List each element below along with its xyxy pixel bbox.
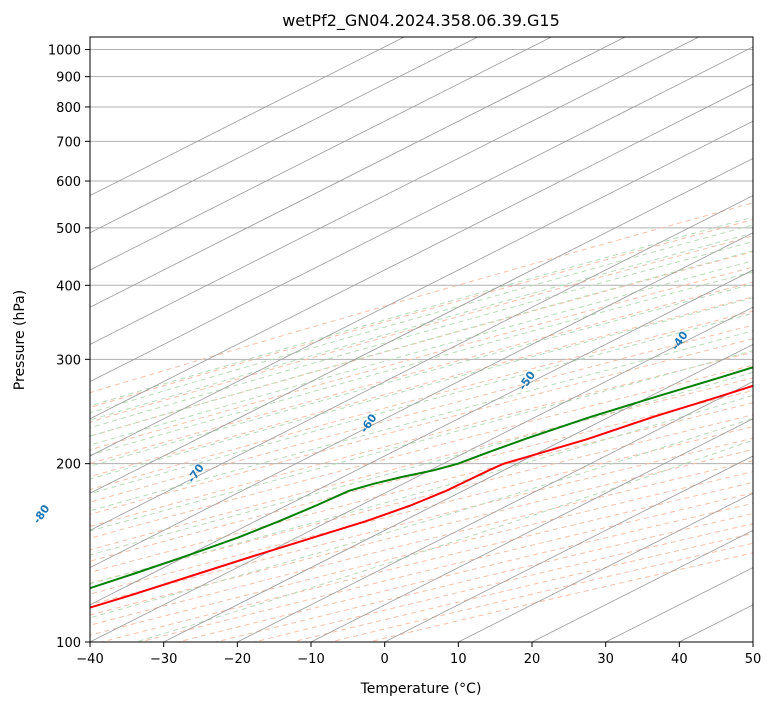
dry-adiabat-line bbox=[90, 281, 753, 464]
isotherm-line bbox=[458, 492, 753, 642]
y-tick-label: 100 bbox=[56, 636, 81, 651]
isotherm-line bbox=[752, 641, 753, 642]
x-tick-label: 0 bbox=[381, 652, 389, 667]
dry-adiabat-line bbox=[90, 448, 753, 616]
isotherm-line bbox=[90, 37, 699, 345]
dry-adiabat-line bbox=[292, 532, 753, 642]
dry-adiabat-line bbox=[90, 296, 753, 478]
isotherm-line bbox=[90, 83, 753, 420]
isotherm-line bbox=[90, 232, 753, 569]
isotherm-line bbox=[90, 306, 753, 642]
y-axis-label: Pressure (hPa) bbox=[12, 290, 28, 390]
moist-adiabat-line bbox=[90, 271, 753, 456]
temperature-profile-line bbox=[90, 384, 753, 609]
dry-adiabat-line bbox=[90, 219, 753, 408]
dry-adiabat-line bbox=[215, 513, 753, 642]
dry-adiabat-line bbox=[90, 251, 753, 437]
moist-adiabat-line bbox=[90, 232, 753, 421]
plot-frame bbox=[89, 36, 754, 643]
isotherm-line bbox=[310, 418, 753, 642]
x-axis-ticks: −40 −30 −20 −10 0 10 20 30 40 50 bbox=[76, 642, 761, 667]
dry-adiabat-line bbox=[90, 414, 753, 584]
moist-adiabat-line bbox=[90, 350, 753, 532]
x-tick-label: −20 bbox=[224, 652, 251, 667]
x-tick-label: 40 bbox=[671, 652, 688, 667]
x-axis-label: Temperature (°C) bbox=[360, 681, 482, 697]
y-axis-ticks: 100 200 300 400 500 600 700 800 900 1000 bbox=[48, 44, 90, 651]
y-tick-label: 400 bbox=[56, 279, 81, 294]
isotherm-line bbox=[90, 157, 753, 494]
dry-adiabat-line bbox=[90, 402, 753, 573]
isotherm-line bbox=[90, 37, 405, 197]
x-tick-label: −40 bbox=[76, 652, 103, 667]
dry-adiabat-line bbox=[90, 364, 753, 539]
dry-adiabat-line bbox=[90, 471, 753, 636]
moist-adiabat-line bbox=[90, 216, 753, 407]
moist-adiabat-line bbox=[90, 250, 753, 437]
dry-adiabat-line bbox=[90, 266, 753, 451]
x-tick-label: −10 bbox=[297, 652, 324, 667]
chart-title: wetPf2_GN04.2024.358.06.39.G15 bbox=[282, 11, 560, 31]
moist-adiabat-line bbox=[90, 283, 753, 467]
dry-adiabat-line bbox=[90, 426, 753, 595]
moist-adiabat-line bbox=[90, 330, 753, 512]
y-tick-label: 500 bbox=[56, 222, 81, 237]
isotherm-line bbox=[90, 269, 753, 606]
dry-adiabat-line bbox=[90, 389, 753, 562]
background-lines bbox=[90, 37, 753, 642]
moist-adiabat-line bbox=[90, 394, 753, 585]
x-tick-label: 50 bbox=[745, 652, 762, 667]
y-tick-label: 300 bbox=[56, 353, 81, 368]
dry-adiabat-line bbox=[90, 202, 753, 394]
dry-adiabat-line bbox=[90, 310, 753, 490]
x-tick-label: 20 bbox=[524, 652, 541, 667]
x-tick-label: 10 bbox=[450, 652, 467, 667]
isotherm-line bbox=[163, 343, 753, 642]
isotherm-line bbox=[90, 37, 478, 234]
moist-adiabat-line bbox=[90, 224, 753, 414]
dry-adiabat-line bbox=[90, 437, 753, 606]
moist-adiabat-line bbox=[90, 417, 753, 619]
dry-adiabat-line bbox=[254, 523, 753, 642]
isotherm-line bbox=[531, 529, 753, 642]
dry-adiabat-line bbox=[90, 460, 753, 626]
moist-adiabat-line bbox=[90, 241, 753, 429]
isotherm-line bbox=[90, 120, 753, 457]
moist-adiabat-line bbox=[90, 312, 753, 495]
y-tick-label: 1000 bbox=[48, 44, 81, 59]
dry-adiabat-line bbox=[90, 338, 753, 515]
isotherm-line bbox=[90, 37, 626, 308]
isotherm-line bbox=[90, 37, 552, 271]
y-tick-label: 600 bbox=[56, 175, 81, 190]
x-tick-label: 30 bbox=[597, 652, 614, 667]
y-tick-label: 700 bbox=[56, 135, 81, 150]
y-tick-label: 800 bbox=[56, 101, 81, 116]
isotherm-line bbox=[90, 195, 753, 531]
dry-adiabat-line bbox=[90, 235, 753, 423]
moist-adiabat-line bbox=[90, 371, 753, 556]
dry-adiabat-line bbox=[330, 542, 753, 642]
y-tick-label: 200 bbox=[56, 458, 81, 473]
isotherm-label: -80 bbox=[30, 502, 52, 526]
isotherm-line bbox=[679, 604, 753, 642]
dry-adiabat-line bbox=[90, 377, 753, 551]
x-tick-label: −30 bbox=[150, 652, 177, 667]
dewpoint-profile-line bbox=[90, 366, 753, 590]
moist-adiabat-line bbox=[90, 260, 753, 446]
isotherm-line bbox=[90, 46, 753, 383]
series-layer bbox=[90, 366, 753, 609]
moist-adiabat-line bbox=[90, 297, 753, 480]
dry-adiabat-line bbox=[90, 324, 753, 503]
isotherm-line bbox=[384, 455, 753, 642]
dry-adiabat-line bbox=[90, 351, 753, 527]
isotherm-line bbox=[237, 381, 753, 642]
isotherm-label: -70 bbox=[185, 461, 207, 485]
y-tick-label: 900 bbox=[56, 71, 81, 86]
